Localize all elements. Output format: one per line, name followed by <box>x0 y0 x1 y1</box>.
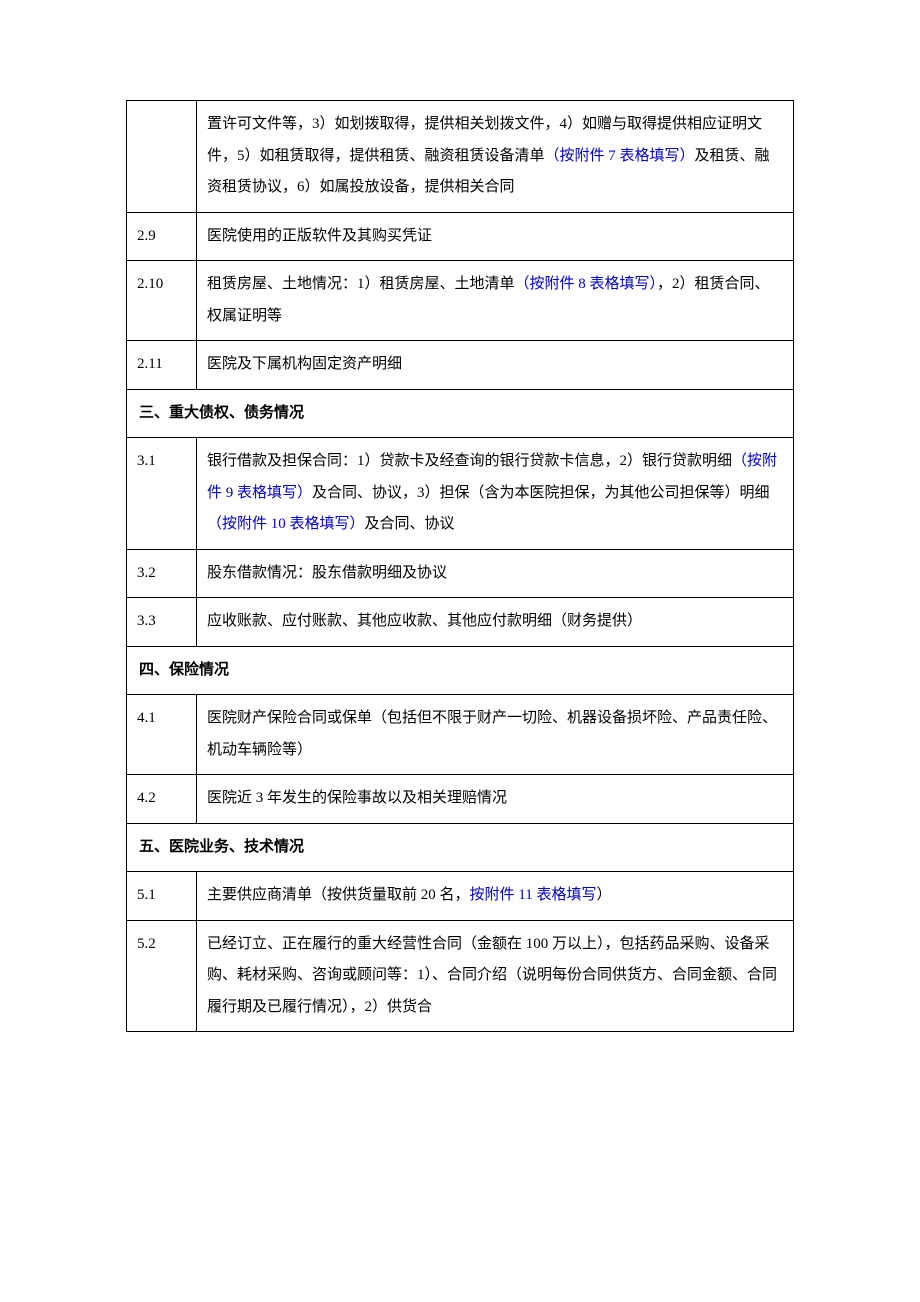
attachment-link: （按附件 10 表格填写） <box>207 516 365 532</box>
attachment-link: 按附件 11 表格填写 <box>470 887 597 903</box>
row-content: 主要供应商清单（按供货量取前 20 名，按附件 11 表格填写） <box>197 872 794 921</box>
section-header-row: 五、医院业务、技术情况 <box>127 823 794 872</box>
row-number: 2.11 <box>127 341 197 390</box>
row-number: 3.3 <box>127 598 197 647</box>
row-number: 3.2 <box>127 549 197 598</box>
text-run: 医院近 3 年发生的保险事故以及相关理赔情况 <box>207 790 507 806</box>
row-content: 租赁房屋、土地情况：1）租赁房屋、土地清单（按附件 8 表格填写），2）租赁合同… <box>197 261 794 341</box>
row-number: 2.9 <box>127 212 197 261</box>
row-content: 应收账款、应付账款、其他应收款、其他应付款明细（财务提供） <box>197 598 794 647</box>
section-header: 五、医院业务、技术情况 <box>127 823 794 872</box>
attachment-link: （按附件 8 表格填写） <box>515 276 658 292</box>
row-content: 医院使用的正版软件及其购买凭证 <box>197 212 794 261</box>
row-content: 医院及下属机构固定资产明细 <box>197 341 794 390</box>
row-number <box>127 101 197 213</box>
table-row: 2.9 医院使用的正版软件及其购买凭证 <box>127 212 794 261</box>
text-run: 及合同、协议 <box>365 516 455 532</box>
text-run: 已经订立、正在履行的重大经营性合同（金额在 100 万以上），包括药品采购、设备… <box>207 936 777 1015</box>
section-header: 三、重大债权、债务情况 <box>127 389 794 438</box>
row-content: 置许可文件等，3）如划拨取得，提供相关划拨文件，4）如赠与取得提供相应证明文件，… <box>197 101 794 213</box>
section-header: 四、保险情况 <box>127 646 794 695</box>
text-run: 医院使用的正版软件及其购买凭证 <box>207 228 432 244</box>
table-row: 2.10 租赁房屋、土地情况：1）租赁房屋、土地清单（按附件 8 表格填写），2… <box>127 261 794 341</box>
row-content: 已经订立、正在履行的重大经营性合同（金额在 100 万以上），包括药品采购、设备… <box>197 920 794 1032</box>
row-content: 银行借款及担保合同：1）贷款卡及经查询的银行贷款卡信息，2）银行贷款明细 （按附件… <box>197 438 794 550</box>
attachment-link: （按附件 7 表格填写） <box>545 148 695 164</box>
table-row: 3.1 银行借款及担保合同：1）贷款卡及经查询的银行贷款卡信息，2）银行贷款明细… <box>127 438 794 550</box>
text-run: ） <box>596 887 611 903</box>
table-row: 3.2 股东借款情况：股东借款明细及协议 <box>127 549 794 598</box>
row-number: 2.10 <box>127 261 197 341</box>
table-row: 3.3 应收账款、应付账款、其他应收款、其他应付款明细（财务提供） <box>127 598 794 647</box>
row-number: 5.2 <box>127 920 197 1032</box>
section-header-row: 四、保险情况 <box>127 646 794 695</box>
row-number: 3.1 <box>127 438 197 550</box>
section-header-row: 三、重大债权、债务情况 <box>127 389 794 438</box>
row-number: 4.2 <box>127 775 197 824</box>
table-row: 4.2 医院近 3 年发生的保险事故以及相关理赔情况 <box>127 775 794 824</box>
table-row: 2.11 医院及下属机构固定资产明细 <box>127 341 794 390</box>
table-row: 5.2 已经订立、正在履行的重大经营性合同（金额在 100 万以上），包括药品采… <box>127 920 794 1032</box>
row-content: 股东借款情况：股东借款明细及协议 <box>197 549 794 598</box>
table-row: 5.1 主要供应商清单（按供货量取前 20 名，按附件 11 表格填写） <box>127 872 794 921</box>
table-row: 4.1 医院财产保险合同或保单（包括但不限于财产一切险、机器设备损坏险、产品责任… <box>127 695 794 775</box>
text-run: 银行借款及担保合同：1）贷款卡及经查询的银行贷款卡信息，2）银行贷款明细 <box>207 453 732 469</box>
text-run: 及合同、协议，3）担保（含为本医院担保，为其他公司担保等）明细 <box>312 485 770 501</box>
text-run: 应收账款、应付账款、其他应收款、其他应付款明细（财务提供） <box>207 613 642 629</box>
text-run: 主要供应商清单（按供货量取前 20 名， <box>207 887 470 903</box>
text-run: 医院及下属机构固定资产明细 <box>207 356 402 372</box>
text-run: 租赁房屋、土地情况：1）租赁房屋、土地清单 <box>207 276 515 292</box>
row-number: 5.1 <box>127 872 197 921</box>
row-number: 4.1 <box>127 695 197 775</box>
document-page: 置许可文件等，3）如划拨取得，提供相关划拨文件，4）如赠与取得提供相应证明文件，… <box>0 0 920 1302</box>
text-run: 股东借款情况：股东借款明细及协议 <box>207 565 447 581</box>
row-content: 医院近 3 年发生的保险事故以及相关理赔情况 <box>197 775 794 824</box>
table-row: 置许可文件等，3）如划拨取得，提供相关划拨文件，4）如赠与取得提供相应证明文件，… <box>127 101 794 213</box>
requirements-table: 置许可文件等，3）如划拨取得，提供相关划拨文件，4）如赠与取得提供相应证明文件，… <box>126 100 794 1032</box>
row-content: 医院财产保险合同或保单（包括但不限于财产一切险、机器设备损坏险、产品责任险、机动… <box>197 695 794 775</box>
text-run: 医院财产保险合同或保单（包括但不限于财产一切险、机器设备损坏险、产品责任险、机动… <box>207 710 777 758</box>
